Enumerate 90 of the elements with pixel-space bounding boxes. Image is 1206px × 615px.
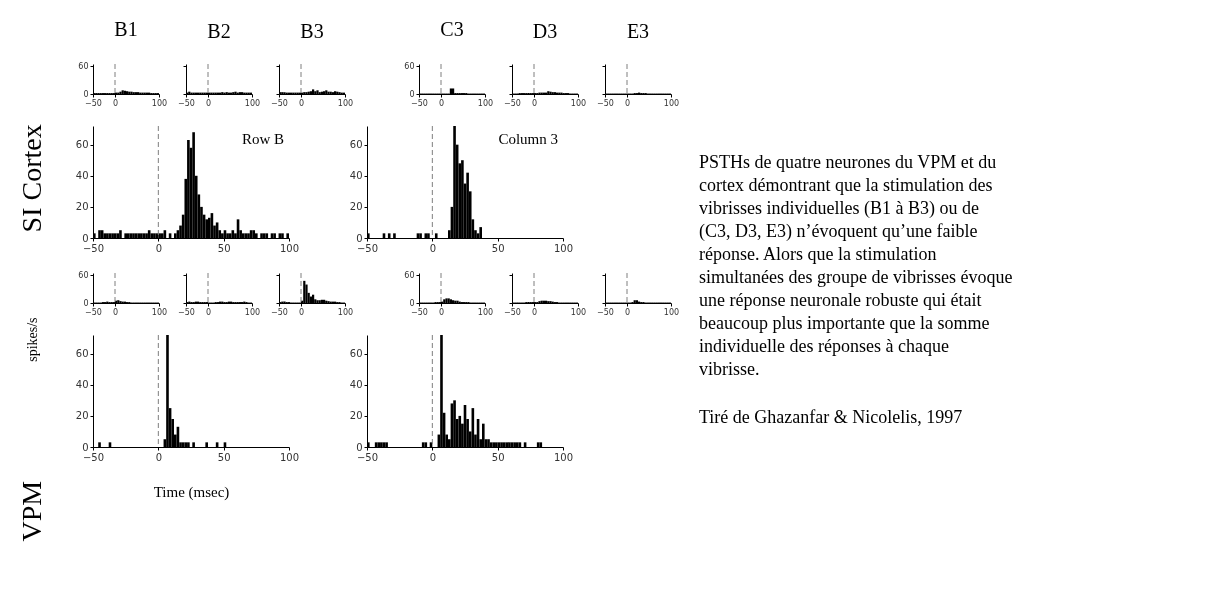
x-tick-label: −50 (178, 307, 195, 317)
annotation: Row B (241, 131, 284, 147)
x-tick-label: 0 (429, 242, 437, 254)
y-tick-label: 20 (75, 410, 89, 422)
x-tick-label: −50 (271, 307, 288, 317)
y-tick-label: 60 (404, 270, 415, 280)
x-tick-label: 100 (337, 307, 354, 317)
x-tick-label: 0 (298, 98, 305, 108)
text: PSTHs de quatre neurones du VPM et du cortex démontrant que la stimulation des vibrisses individuelles (B1 à B3) ou de (C3, D3, E3) n’évoquent qu’une faible réponse. Alors que la stimulation simultanées des groupe de vibrisses évoque une réponse neuronale robuste qui était beaucoup plus importante que la somme individuelle des réponses à chaque vibrisse. (699, 152, 1013, 379)
y-tick-label: 0 (409, 298, 415, 308)
x-tick-label: 100 (553, 451, 574, 463)
x-tick-label: 0 (438, 98, 445, 108)
x-tick-label: 50 (217, 451, 231, 463)
x-tick-label: −50 (85, 98, 102, 108)
y-tick-label: 60 (349, 348, 363, 360)
y-tick-label: 0 (409, 89, 415, 99)
annotation: Column 3 (498, 131, 558, 147)
x-tick-label: 0 (438, 307, 445, 317)
x-tick-label: 100 (244, 98, 261, 108)
x-tick-label: 100 (477, 98, 494, 108)
x-tick-label: 100 (663, 98, 680, 108)
y-tick-label: 20 (75, 201, 89, 213)
y-tick-label: 60 (75, 348, 89, 360)
y-tick-label: 0 (82, 441, 89, 453)
x-tick-label: 0 (205, 307, 212, 317)
x-tick-label: 100 (553, 242, 574, 254)
x-tick-label: 0 (112, 307, 119, 317)
text: VPM (16, 480, 47, 542)
x-tick-label: −50 (597, 307, 614, 317)
x-tick-label: 0 (624, 307, 631, 317)
y-tick-label: 60 (75, 139, 89, 151)
x-axis-title: Time (msec) (153, 483, 230, 501)
chart-title: B2 (207, 19, 231, 42)
x-tick-label: −50 (356, 451, 379, 463)
x-tick-label: 100 (279, 242, 300, 254)
chart-title: E3 (626, 19, 650, 42)
x-tick-label: −50 (411, 307, 428, 317)
x-tick-label: 0 (155, 242, 163, 254)
x-tick-label: 100 (337, 98, 354, 108)
x-tick-label: 0 (298, 307, 305, 317)
chart-title: D3 (532, 19, 558, 42)
text: Tiré de Ghazanfar & Nicolelis, 1997 (699, 407, 963, 427)
x-tick-label: 50 (491, 451, 505, 463)
x-tick-label: −50 (504, 307, 521, 317)
x-tick-label: 100 (663, 307, 680, 317)
y-tick-label: 40 (349, 379, 363, 391)
y-tick-label: 60 (404, 61, 415, 71)
y-tick-label: 40 (75, 170, 89, 182)
y-tick-label: 20 (349, 410, 363, 422)
x-tick-label: 50 (217, 242, 231, 254)
x-tick-label: −50 (411, 98, 428, 108)
x-tick-label: 0 (531, 307, 538, 317)
x-tick-label: 100 (279, 451, 300, 463)
text: SI Cortex (16, 124, 47, 233)
x-tick-label: 0 (429, 451, 437, 463)
x-tick-label: 100 (477, 307, 494, 317)
x-tick-label: 100 (570, 307, 587, 317)
y-tick-label: 60 (349, 139, 363, 151)
x-tick-label: 0 (112, 98, 119, 108)
x-tick-label: −50 (85, 307, 102, 317)
y-tick-label: 40 (349, 170, 363, 182)
x-tick-label: −50 (356, 242, 379, 254)
chart-title: B1 (114, 18, 138, 41)
chart-title: B3 (300, 19, 324, 42)
x-tick-label: −50 (271, 98, 288, 108)
y-tick-label: 0 (83, 89, 89, 99)
y-tick-label: 60 (78, 270, 89, 280)
x-tick-label: 100 (151, 98, 168, 108)
y-tick-label: 0 (356, 232, 363, 244)
x-tick-label: −50 (504, 98, 521, 108)
x-tick-label: 100 (151, 307, 168, 317)
x-tick-label: 50 (491, 242, 505, 254)
chart-title: C3 (440, 18, 464, 41)
x-tick-label: 100 (570, 98, 587, 108)
x-tick-label: 0 (155, 451, 163, 463)
x-tick-label: 0 (531, 98, 538, 108)
text: spikes/s (25, 317, 40, 362)
x-tick-label: −50 (178, 98, 195, 108)
y-tick-label: 0 (356, 441, 363, 453)
y-tick-label: 0 (82, 232, 89, 244)
x-tick-label: 0 (205, 98, 212, 108)
x-tick-label: 100 (244, 307, 261, 317)
y-tick-label: 20 (349, 201, 363, 213)
x-tick-label: −50 (597, 98, 614, 108)
x-tick-label: 0 (624, 98, 631, 108)
x-tick-label: −50 (82, 242, 105, 254)
y-tick-label: 60 (78, 61, 89, 71)
y-tick-label: 40 (75, 379, 89, 391)
y-tick-label: 0 (83, 298, 89, 308)
x-tick-label: −50 (82, 451, 105, 463)
